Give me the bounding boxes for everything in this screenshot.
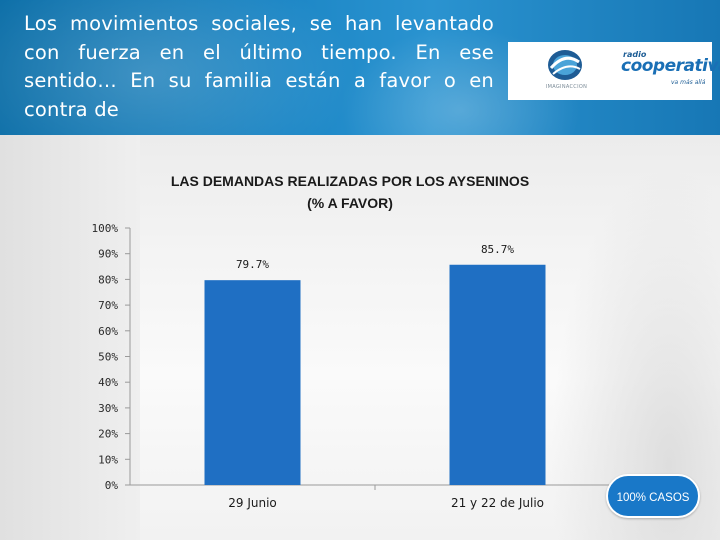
bars-group: 79.7% 29 Junio 85.7% 21 y 22 de Julio [204, 243, 546, 510]
survey-question-text: Los movimientos sociales, se han levanta… [24, 12, 494, 121]
cooperativa-logo: radio cooperativa va más allá [613, 50, 720, 92]
category-label: 21 y 22 de Julio [451, 496, 544, 510]
y-tick-label: 80% [98, 273, 118, 286]
y-tick-label: 10% [98, 453, 118, 466]
y-axis-ticks: 0% 10% 20% 30% 40% 50% 60% 70% 80% 90% 100% [92, 222, 130, 492]
y-tick-label: 60% [98, 325, 118, 338]
globe-logo-icon [548, 50, 582, 80]
cases-badge: 100% CASOS [606, 474, 700, 518]
y-tick-label: 0% [105, 479, 119, 492]
chart-title: LAS DEMANDAS REALIZADAS POR LOS AYSENINO… [171, 173, 529, 189]
y-tick-label: 40% [98, 376, 118, 389]
bar-chart: LAS DEMANDAS REALIZADAS POR LOS AYSENINO… [92, 173, 620, 510]
chart-subtitle: (% A FAVOR) [307, 195, 393, 211]
y-tick-label: 20% [98, 428, 118, 441]
y-tick-label: 100% [92, 222, 119, 235]
category-label: 29 Junio [228, 496, 277, 510]
y-tick-label: 30% [98, 402, 118, 415]
survey-question: Los movimientos sociales, se han levanta… [24, 10, 494, 124]
bar [449, 264, 546, 485]
cooperativa-logo-tagline: va más allá [671, 79, 706, 86]
cooperativa-logo-big: cooperativa [621, 56, 720, 76]
cooperativa-logo-small: radio [623, 50, 647, 59]
background-photo [0, 135, 720, 540]
y-tick-label: 50% [98, 351, 118, 364]
logos-box: IMAGINACCION radio cooperativa va más al… [508, 42, 720, 100]
logo-left-text: IMAGINACCION [545, 84, 588, 90]
bar-value-label: 85.7% [481, 243, 514, 256]
header-banner: Los movimientos sociales, se han levanta… [0, 0, 720, 135]
y-tick-label: 90% [98, 248, 118, 261]
y-tick-label: 70% [98, 299, 118, 312]
bar [204, 280, 301, 485]
bar-value-label: 79.7% [236, 258, 269, 271]
